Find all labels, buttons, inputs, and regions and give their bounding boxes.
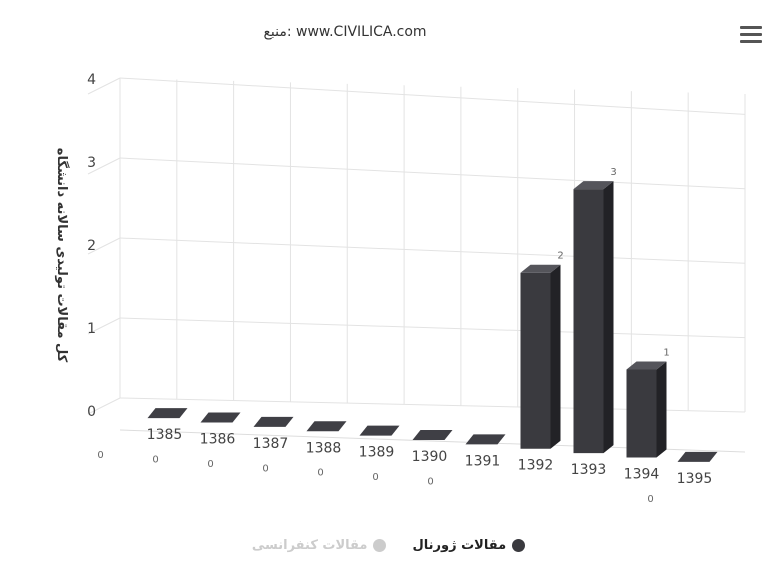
y-tick-label: 1 xyxy=(87,321,96,337)
x-tick-label: 1394 xyxy=(624,466,660,482)
y-tick-label: 4 xyxy=(87,72,96,88)
data-label: 1 xyxy=(663,347,669,358)
bar xyxy=(412,430,453,440)
gridline-side xyxy=(87,77,121,95)
x-tick-label: 1385 xyxy=(147,427,183,443)
x-tick-label: 1387 xyxy=(253,436,289,452)
data-label: 0 xyxy=(372,472,378,483)
x-tick-label: 1389 xyxy=(359,445,395,461)
y-tick-label: 0 xyxy=(87,404,96,420)
gridline-side xyxy=(87,317,121,335)
bar xyxy=(253,416,294,427)
gridline-side xyxy=(87,157,121,175)
bar xyxy=(520,272,551,449)
bar xyxy=(306,421,347,432)
bar xyxy=(465,434,506,445)
x-tick-label: 1393 xyxy=(571,462,607,478)
label-layer: 0 1 2 3 4 کل مقالات تولیدی سالانه دانشگاه 1385… xyxy=(54,72,712,505)
data-label: 0 xyxy=(647,494,653,505)
data-label: 3 xyxy=(610,167,616,178)
legend-item-conference[interactable]: مقالات کنفرانسی xyxy=(252,538,387,553)
data-label: 0 xyxy=(317,468,323,479)
bar xyxy=(359,425,400,436)
legend-marker-conference xyxy=(373,539,387,552)
data-label: 0 xyxy=(207,459,213,470)
bar-side xyxy=(603,181,614,454)
y-tick-label: 2 xyxy=(87,238,96,254)
bar xyxy=(147,408,188,419)
bar-layer xyxy=(147,181,718,462)
legend-marker-journal xyxy=(512,539,526,552)
data-label: 2 xyxy=(557,251,563,262)
bar xyxy=(626,369,657,458)
y-axis-title: کل مقالات تولیدی سالانه دانشگاه xyxy=(54,148,70,363)
gridline-y xyxy=(119,237,746,264)
gridline-side xyxy=(87,237,121,255)
bar-side xyxy=(550,264,561,449)
x-tick-label: 1395 xyxy=(677,471,713,487)
legend-label-journal: مقالات ژورنال xyxy=(412,538,507,553)
gridline-y xyxy=(119,157,746,190)
legend-item-journal[interactable]: مقالات ژورنال xyxy=(412,538,526,553)
bar xyxy=(677,451,718,462)
bar xyxy=(200,412,241,423)
x-tick-label: 1392 xyxy=(518,458,554,474)
x-tick-label: 1391 xyxy=(465,453,501,469)
data-label: 0 xyxy=(262,463,268,474)
bar-top xyxy=(626,361,667,370)
data-label: 0 xyxy=(152,455,158,466)
y-tick-label: 3 xyxy=(87,155,96,171)
gridline-y xyxy=(119,77,746,115)
data-label: 0 xyxy=(427,476,433,487)
bar-top xyxy=(520,264,561,273)
gridline-y xyxy=(119,317,746,339)
legend: مقالات ژورنال مقالات کنفرانسی xyxy=(0,538,777,553)
bar-side xyxy=(656,361,667,458)
legend-label-conference: مقالات کنفرانسی xyxy=(251,538,368,553)
bar xyxy=(573,189,604,454)
hamburger-menu-icon[interactable] xyxy=(740,26,762,46)
x-tick-label: 1386 xyxy=(200,432,236,448)
x-tick-label: 1388 xyxy=(306,440,342,456)
x-tick-label: 1390 xyxy=(412,449,448,465)
data-label: 0 xyxy=(97,450,103,461)
gridline-side xyxy=(87,397,121,415)
bar-top xyxy=(573,181,614,190)
chart-title: منبع: www.CIVILICA.com xyxy=(263,24,427,40)
